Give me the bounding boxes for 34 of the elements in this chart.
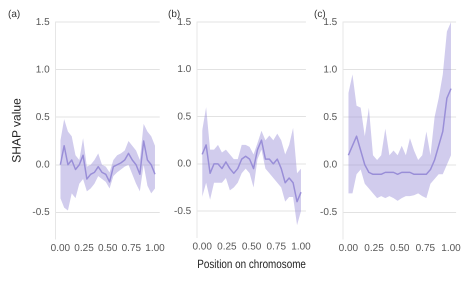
x-tick-label: 0.25 [74,242,94,254]
y-tick-label: 1.0 [36,64,50,76]
y-axis-title: SHAP value [10,98,24,163]
x-tick-label: 0.25 [217,241,238,252]
chart-title: (a) [8,8,20,20]
x-tick-label: 0.75 [266,241,286,252]
x-tick-label: 0.50 [242,241,262,252]
y-tick-label: 1.0 [177,64,192,76]
x-tick-label: 1.00 [291,241,312,252]
y-tick-label: -0.5 [32,207,50,218]
x-tick-label: 0.00 [338,242,359,254]
x-tick-label: 0.75 [122,242,142,254]
x-tick-label: 1.00 [441,242,462,254]
y-tick-label: 0.0 [323,160,338,171]
y-tick-label: 1.0 [323,64,338,76]
x-tick-label: 1.00 [145,242,166,254]
y-tick-label: 0.5 [36,112,50,123]
x-tick-label: 0.00 [192,241,212,252]
y-tick-label: 1.5 [36,16,50,28]
y-tick-label: 0.0 [36,160,50,171]
x-tick-label: 0.00 [50,242,71,254]
x-axis-title: Position on chromosome [197,258,306,272]
chart-title: (c) [314,8,326,20]
y-tick-label: 0.5 [177,111,192,122]
y-tick-label: 0.0 [177,158,192,170]
x-tick-label: 0.25 [364,242,384,254]
y-tick-label: -0.5 [320,207,338,218]
y-tick-label: 0.5 [323,112,338,123]
x-tick-label: 0.50 [390,242,410,254]
x-tick-label: 0.50 [98,242,118,254]
chart-title: (b) [168,8,180,20]
x-tick-label: 0.75 [416,242,436,254]
y-tick-label: -0.5 [174,206,192,217]
y-tick-label: 1.5 [323,16,338,28]
